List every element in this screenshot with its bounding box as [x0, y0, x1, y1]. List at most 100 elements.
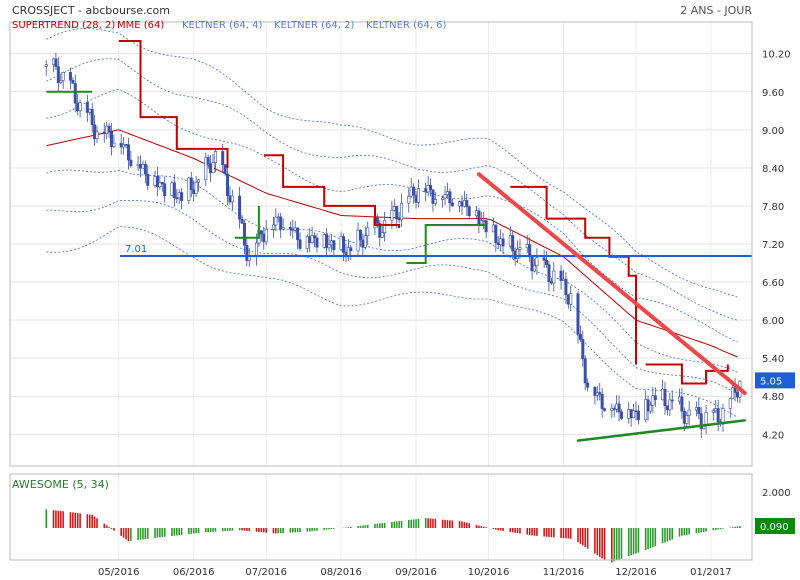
- candle-body: [363, 235, 367, 248]
- candle: [281, 218, 285, 230]
- candle: [496, 235, 500, 250]
- y-tick-label: 7.20: [762, 240, 784, 251]
- candle: [56, 57, 60, 93]
- candle-body: [450, 202, 454, 207]
- candle: [511, 231, 515, 260]
- ao-y-tick-label: 2.000: [762, 488, 791, 499]
- candle-body: [494, 224, 498, 243]
- candle: [443, 186, 447, 205]
- candle: [561, 269, 565, 281]
- period-label: 2 ANS - JOUR: [680, 4, 752, 17]
- candle: [213, 148, 217, 172]
- candle: [530, 255, 534, 280]
- candle: [71, 77, 75, 84]
- candle-body: [296, 227, 300, 241]
- candle-body: [392, 206, 396, 211]
- candle: [363, 226, 367, 250]
- mme-line: [46, 129, 738, 358]
- candle-body: [158, 182, 162, 188]
- candle-body: [119, 142, 123, 148]
- candle-body: [240, 218, 244, 224]
- candle-body: [462, 200, 466, 207]
- candle: [228, 186, 232, 205]
- candle: [141, 160, 145, 169]
- candle-body: [458, 201, 462, 207]
- candle: [226, 167, 230, 206]
- candle: [462, 190, 466, 208]
- candle: [160, 182, 164, 192]
- candle-body: [245, 245, 249, 261]
- candle: [699, 407, 703, 438]
- candle: [139, 155, 143, 178]
- candle-body: [61, 72, 65, 81]
- candle-body: [327, 244, 331, 249]
- candle: [412, 183, 416, 204]
- candle: [670, 390, 674, 410]
- ao-title: AWESOME (5, 34): [12, 478, 109, 491]
- candle: [644, 390, 648, 423]
- candle: [668, 392, 672, 416]
- candle-body: [474, 210, 478, 217]
- candle-body: [576, 293, 580, 335]
- candle-body: [238, 195, 242, 220]
- candle-body: [530, 255, 534, 272]
- candle: [339, 231, 343, 252]
- candle-body: [661, 388, 665, 401]
- candle: [240, 214, 244, 224]
- candle-body: [525, 244, 529, 248]
- candle-body: [375, 217, 379, 224]
- candle: [259, 230, 263, 242]
- candle-body: [612, 407, 616, 410]
- candle-body: [102, 131, 106, 135]
- candle: [361, 233, 365, 256]
- candle: [85, 94, 89, 122]
- candle: [685, 411, 689, 427]
- candle: [545, 251, 549, 268]
- candle: [310, 226, 314, 244]
- candle: [380, 223, 384, 239]
- candle: [194, 175, 198, 197]
- candle-body: [163, 183, 167, 196]
- candle-body: [356, 229, 360, 252]
- candle-body: [636, 410, 640, 421]
- candle-body: [228, 195, 232, 203]
- candle: [177, 189, 181, 204]
- candle-body: [160, 182, 164, 185]
- candle-body: [172, 182, 176, 199]
- candle: [146, 165, 150, 191]
- candle-body: [262, 233, 266, 243]
- x-tick-label: 05/2016: [98, 567, 140, 578]
- x-tick-label: 11/2016: [543, 567, 585, 578]
- candle: [619, 409, 623, 421]
- candle: [262, 227, 266, 250]
- candle: [346, 239, 350, 262]
- candle-body: [513, 250, 517, 259]
- x-tick-label: 08/2016: [320, 567, 362, 578]
- candle: [44, 60, 48, 76]
- candle-body: [532, 265, 536, 272]
- candle-body: [731, 387, 735, 399]
- candle: [426, 175, 430, 197]
- candle-body: [313, 235, 317, 239]
- candle: [383, 211, 387, 242]
- candle-body: [545, 260, 549, 265]
- candle-body: [397, 218, 401, 221]
- candle: [52, 57, 56, 73]
- candle: [95, 125, 99, 143]
- candle-body: [416, 188, 420, 203]
- candle: [617, 395, 621, 422]
- candle-body: [516, 249, 520, 259]
- candle: [129, 150, 133, 168]
- candle: [327, 235, 331, 252]
- candle-body: [276, 216, 280, 219]
- candle: [329, 234, 333, 253]
- candle-body: [508, 235, 512, 247]
- candle: [578, 325, 582, 343]
- x-tick-label: 07/2016: [245, 567, 287, 578]
- candle-body: [615, 403, 619, 410]
- candle: [230, 189, 234, 211]
- candle-body: [329, 240, 333, 246]
- candle-body: [76, 102, 80, 112]
- candle-body: [68, 72, 72, 81]
- candle-body: [88, 108, 92, 113]
